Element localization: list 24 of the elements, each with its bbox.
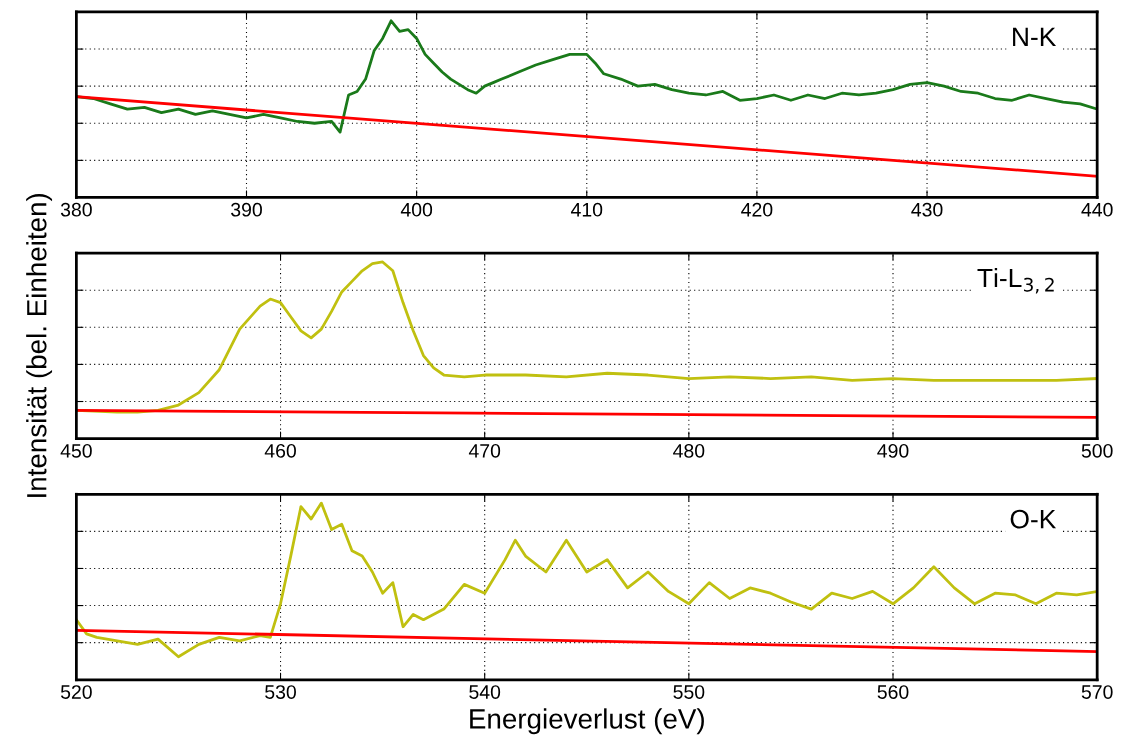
annotation: O-K	[1010, 509, 1057, 529]
x-tick-label: 380	[60, 202, 92, 217]
x-tick-label: 570	[1081, 685, 1113, 699]
x-tick-label: 480	[673, 443, 705, 458]
annotation: Ti-L$_{3,2}$	[977, 267, 1054, 294]
x-tick-label: 520	[60, 685, 92, 699]
x-tick-label: 420	[741, 202, 773, 217]
x-axis-title: Energieverlust (eV)	[470, 708, 704, 735]
annotation: N-K	[1013, 27, 1057, 46]
x-tick-label: 560	[877, 685, 909, 699]
x-tick-label: 400	[400, 202, 433, 217]
x-tick-label: 390	[231, 202, 262, 217]
x-tick-label: 450	[60, 443, 92, 458]
x-tick-label: 410	[570, 202, 603, 217]
x-tick-label: 440	[1081, 202, 1113, 217]
x-tick-label: 530	[265, 685, 296, 699]
y-axis-title: Intensität (bel. Einheiten)	[26, 193, 53, 497]
x-tick-label: 460	[264, 443, 296, 458]
x-tick-label: 550	[673, 685, 705, 699]
x-tick-label: 430	[911, 202, 943, 217]
x-tick-label: 490	[877, 443, 909, 458]
x-tick-label: 540	[469, 685, 501, 699]
x-tick-label: 470	[468, 443, 501, 458]
x-tick-label: 500	[1081, 443, 1113, 458]
